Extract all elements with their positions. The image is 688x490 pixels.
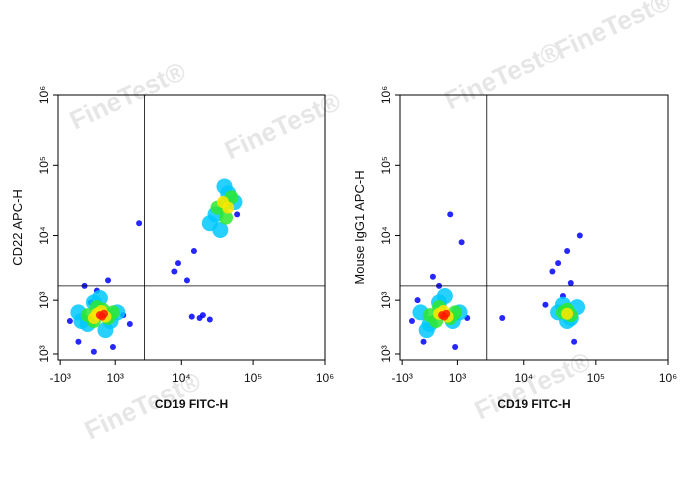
x-tick-label: 10⁴ bbox=[172, 371, 191, 385]
event-point bbox=[447, 211, 454, 218]
event-point bbox=[555, 260, 562, 267]
x-tick-label: 10⁶ bbox=[316, 371, 334, 385]
event-point bbox=[549, 268, 556, 275]
y-tick-label: 10⁴ bbox=[379, 226, 393, 245]
y-tick-label: 10⁴ bbox=[37, 226, 51, 245]
watermark: FineTest® bbox=[440, 36, 565, 116]
x-tick-label: 10⁴ bbox=[514, 371, 533, 385]
plot-points bbox=[408, 211, 586, 350]
event-point bbox=[219, 210, 234, 225]
event-point bbox=[429, 273, 436, 280]
event-point bbox=[436, 288, 453, 305]
y-tick-label: 10⁶ bbox=[37, 86, 51, 104]
event-point bbox=[440, 312, 449, 321]
plot-frame bbox=[57, 94, 326, 361]
event-point bbox=[175, 260, 182, 267]
event-point bbox=[126, 321, 133, 328]
event-point bbox=[98, 312, 107, 321]
x-tick-label: -10³ bbox=[49, 371, 70, 385]
event-point bbox=[420, 338, 427, 345]
event-point bbox=[216, 178, 233, 195]
x-axis-title: CD19 FITC-H bbox=[497, 397, 570, 411]
event-point bbox=[90, 348, 97, 355]
event-point bbox=[206, 316, 213, 323]
watermark: FineTest® bbox=[550, 0, 675, 65]
y-tick-label: 10³ bbox=[379, 345, 393, 362]
y-tick-label: 10³ bbox=[379, 291, 393, 308]
x-tick-label: 10³ bbox=[449, 371, 466, 385]
watermark: FineTest® bbox=[470, 346, 595, 426]
event-point bbox=[452, 343, 459, 350]
event-point bbox=[190, 247, 197, 254]
plot-frame bbox=[399, 94, 669, 361]
y-tick-label: 10⁶ bbox=[379, 86, 393, 104]
event-point bbox=[234, 211, 241, 218]
watermark: FineTest® bbox=[65, 56, 190, 136]
y-tick-label: 10³ bbox=[37, 345, 51, 362]
event-point bbox=[109, 343, 116, 350]
event-point bbox=[418, 322, 435, 339]
event-point bbox=[66, 318, 73, 325]
event-point bbox=[196, 315, 203, 322]
y-tick-label: 10⁵ bbox=[37, 156, 51, 174]
event-point bbox=[571, 338, 578, 345]
y-axis-title: Mouse IgG1 APC-H bbox=[352, 170, 367, 284]
event-point bbox=[561, 307, 574, 320]
event-point bbox=[576, 232, 583, 239]
event-point bbox=[97, 322, 114, 339]
y-axis-title: CD22 APC-H bbox=[10, 189, 25, 266]
event-point bbox=[188, 313, 195, 320]
event-point bbox=[171, 268, 178, 275]
event-point bbox=[183, 277, 190, 284]
event-point bbox=[75, 338, 82, 345]
plot-points bbox=[66, 178, 243, 355]
x-tick-label: 10⁵ bbox=[244, 371, 262, 385]
x-tick-label: 10³ bbox=[107, 371, 124, 385]
event-point bbox=[567, 279, 574, 286]
event-point bbox=[542, 301, 549, 308]
x-axis-title: CD19 FITC-H bbox=[155, 397, 228, 411]
event-point bbox=[408, 318, 415, 325]
event-point bbox=[201, 215, 218, 232]
event-point bbox=[414, 297, 421, 304]
y-tick-label: 10⁵ bbox=[379, 156, 393, 174]
event-point bbox=[458, 239, 465, 246]
x-tick-label: 10⁵ bbox=[587, 371, 605, 385]
x-tick-label: -10³ bbox=[391, 371, 412, 385]
event-point bbox=[222, 201, 235, 214]
x-tick-label: 10⁶ bbox=[659, 371, 677, 385]
watermark: FineTest® bbox=[220, 86, 345, 166]
event-point bbox=[564, 247, 571, 254]
event-point bbox=[105, 277, 112, 284]
event-point bbox=[136, 220, 143, 227]
y-tick-label: 10³ bbox=[37, 291, 51, 308]
event-point bbox=[499, 315, 506, 322]
